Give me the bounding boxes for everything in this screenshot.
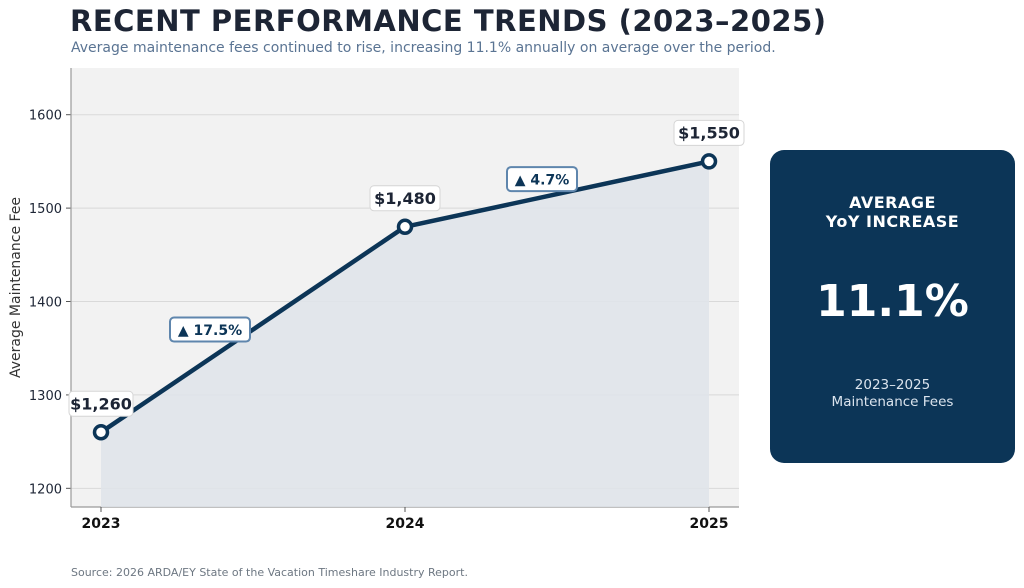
y-tick-label: 1400 bbox=[29, 296, 62, 311]
data-label: $1,260 bbox=[70, 394, 132, 413]
line-chart: 1200 1300 1400 1500 1600 Average Maintenance … bbox=[8, 68, 745, 532]
data-label-box bbox=[673, 119, 745, 146]
data-point bbox=[92, 424, 110, 441]
data-label: $1,480 bbox=[374, 189, 436, 208]
kpi-caption-line2: Maintenance Fees bbox=[831, 394, 954, 410]
area-fill bbox=[101, 161, 709, 508]
x-tick-label: 2024 bbox=[386, 516, 425, 532]
y-tick-label: 1500 bbox=[29, 202, 62, 217]
growth-annotation: ▲ 4.7% bbox=[515, 173, 569, 189]
data-label: $1,550 bbox=[678, 123, 740, 142]
y-tick-label: 1300 bbox=[29, 389, 62, 404]
source-note: Source: 2026 ARDA/EY State of the Vacati… bbox=[71, 566, 468, 579]
page-subtitle: Average maintenance fees continued to ri… bbox=[71, 40, 776, 56]
x-tick-label: 2023 bbox=[82, 516, 121, 532]
kpi-heading-line2: YoY INCREASE bbox=[825, 212, 960, 231]
data-point bbox=[396, 218, 414, 236]
kpi-heading-line1: AVERAGE bbox=[849, 193, 936, 212]
growth-annotation-box bbox=[506, 166, 578, 193]
page-title: RECENT PERFORMANCE TRENDS (2023–2025) bbox=[70, 4, 827, 38]
x-tick-label: 2025 bbox=[690, 516, 729, 532]
y-tick-label: 1200 bbox=[29, 482, 62, 497]
kpi-caption-line1: 2023–2025 bbox=[854, 377, 931, 393]
y-tick-label: 1600 bbox=[29, 109, 62, 124]
data-label-box bbox=[68, 390, 134, 417]
data-point bbox=[700, 153, 718, 170]
data-label-box bbox=[369, 185, 441, 212]
y-axis-label: Average Maintenance Fee bbox=[8, 197, 24, 378]
growth-annotation: ▲ 17.5% bbox=[178, 323, 242, 339]
kpi-heading: AVERAGE YoY INCREASE bbox=[770, 193, 1015, 231]
growth-annotation-box bbox=[169, 316, 251, 343]
kpi-caption: 2023–2025 Maintenance Fees bbox=[770, 377, 1015, 411]
kpi-value: 11.1% bbox=[816, 276, 969, 327]
kpi-card: AVERAGE YoY INCREASE 11.1% 2023–2025 Mai… bbox=[770, 150, 1015, 463]
